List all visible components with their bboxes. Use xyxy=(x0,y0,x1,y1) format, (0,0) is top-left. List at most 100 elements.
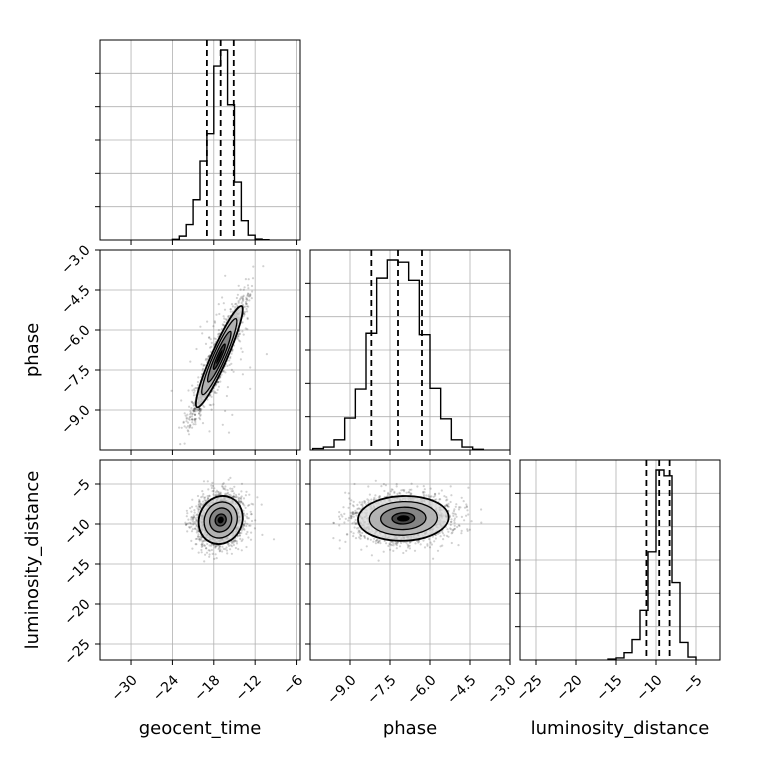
tick-marks xyxy=(95,249,298,455)
sample-point xyxy=(224,371,227,374)
sample-point xyxy=(213,320,216,323)
sample-point xyxy=(192,410,195,413)
sample-point xyxy=(203,544,206,547)
sample-point xyxy=(201,369,204,372)
sample-point xyxy=(209,350,213,353)
sample-point xyxy=(250,297,253,300)
sample-point xyxy=(201,503,204,506)
sample-point xyxy=(193,419,196,422)
sample-point xyxy=(203,498,206,502)
sample-point xyxy=(229,308,232,311)
sample-point xyxy=(221,323,224,326)
sample-point xyxy=(200,545,203,549)
sample-point xyxy=(231,350,234,353)
panel-border xyxy=(519,459,721,661)
sample-point xyxy=(239,288,242,291)
sample-point xyxy=(225,549,229,552)
sample-point xyxy=(190,407,193,410)
sample-point xyxy=(183,412,186,415)
sample-point xyxy=(191,413,194,416)
sample-point xyxy=(182,420,185,423)
sample-point xyxy=(216,490,219,493)
sample-point xyxy=(241,526,245,529)
sample-point xyxy=(189,360,192,363)
sample-point xyxy=(247,287,250,290)
sample-point xyxy=(242,497,246,500)
sample-point xyxy=(204,359,207,362)
sample-point xyxy=(193,509,196,512)
sample-point xyxy=(243,312,246,316)
sample-point xyxy=(191,547,194,550)
sample-point xyxy=(244,506,247,509)
sample-point xyxy=(189,424,192,427)
sample-point xyxy=(237,493,241,496)
sample-point xyxy=(217,303,220,306)
sample-point xyxy=(228,359,231,362)
sample-point xyxy=(189,507,192,510)
sample-point xyxy=(185,417,188,420)
sample-point xyxy=(208,403,211,406)
sample-point xyxy=(205,551,209,554)
sample-point xyxy=(191,517,194,520)
sample-point xyxy=(247,278,250,281)
sample-point xyxy=(193,410,196,413)
sample-point xyxy=(196,384,199,387)
sample-point xyxy=(231,487,234,490)
sample-point xyxy=(212,489,215,492)
sample-point xyxy=(224,274,227,277)
sample-point xyxy=(195,543,198,546)
sample-point xyxy=(250,531,253,534)
sample-point xyxy=(193,516,196,519)
sample-point xyxy=(198,407,202,410)
sample-point xyxy=(195,505,198,508)
panel-border xyxy=(99,249,301,451)
sample-point xyxy=(245,545,248,549)
sample-point xyxy=(188,521,192,525)
sample-point xyxy=(192,409,195,412)
sample-point xyxy=(241,501,244,504)
sample-point xyxy=(216,381,219,384)
sample-point xyxy=(199,414,202,417)
sample-point xyxy=(249,294,252,298)
density-layer xyxy=(170,265,268,446)
sample-point xyxy=(239,500,242,503)
sample-point xyxy=(197,510,200,513)
sample-point xyxy=(247,504,250,507)
sample-point xyxy=(207,488,210,491)
sample-point xyxy=(222,315,225,318)
sample-point xyxy=(239,297,242,300)
sample-point xyxy=(198,539,201,542)
sample-point xyxy=(241,330,244,333)
sample-point xyxy=(237,334,240,337)
sample-point xyxy=(235,302,238,305)
sample-point xyxy=(196,537,199,540)
sample-point xyxy=(201,367,205,370)
sample-point xyxy=(226,543,230,546)
sample-point xyxy=(242,315,245,318)
sample-point xyxy=(230,362,233,365)
sample-point xyxy=(246,317,249,321)
sample-point xyxy=(250,519,254,523)
sample-point xyxy=(191,384,194,387)
sample-point xyxy=(187,433,191,436)
sample-point xyxy=(213,487,216,490)
sample-point xyxy=(262,265,265,268)
sample-point xyxy=(249,510,252,513)
sample-point xyxy=(186,512,189,515)
sample-point xyxy=(190,522,193,525)
sample-point xyxy=(191,426,194,429)
sample-point xyxy=(245,296,248,299)
sample-point xyxy=(222,370,226,373)
sample-point xyxy=(194,417,197,420)
sample-point xyxy=(209,404,213,407)
sample-point xyxy=(243,504,246,507)
sample-point xyxy=(240,531,243,535)
sample-point xyxy=(228,363,231,367)
sample-point xyxy=(217,380,220,383)
sample-point xyxy=(196,535,200,538)
sample-point xyxy=(229,357,232,360)
sample-point xyxy=(217,329,220,332)
sample-point xyxy=(198,407,201,410)
sample-point xyxy=(222,482,225,485)
sample-point xyxy=(242,503,245,506)
